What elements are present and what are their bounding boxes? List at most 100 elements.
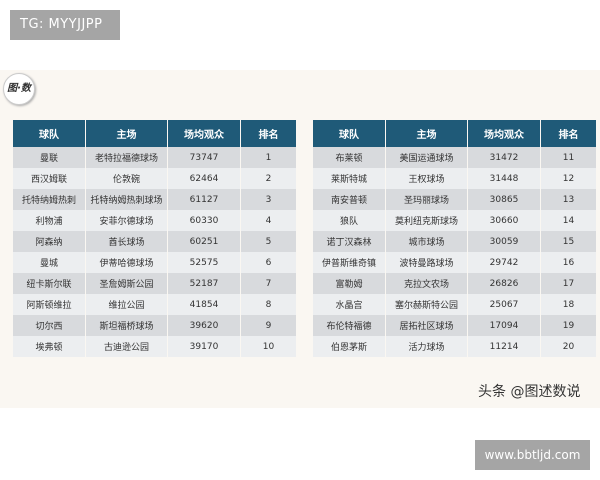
table-row: 阿斯顿维拉 维拉公园 41854 8 (13, 294, 296, 315)
cell-team: 纽卡斯尔联 (13, 273, 85, 294)
cell-team: 布莱顿 (313, 147, 385, 168)
cell-rank: 8 (241, 294, 296, 315)
watermark-label-bottom: www.bbtljd.com (475, 440, 590, 470)
cell-stadium: 活力球场 (386, 336, 467, 357)
cell-stadium: 居拓社区球场 (386, 315, 467, 336)
cell-attendance: 31472 (468, 147, 540, 168)
cell-stadium: 塞尔赫斯特公园 (386, 294, 467, 315)
cell-team: 曼城 (13, 252, 85, 273)
cell-rank: 2 (241, 168, 296, 189)
cell-attendance: 39620 (168, 315, 240, 336)
cell-rank: 9 (241, 315, 296, 336)
cell-team: 莱斯特城 (313, 168, 385, 189)
cell-attendance: 73747 (168, 147, 240, 168)
cell-rank: 15 (541, 231, 596, 252)
header-team: 球队 (13, 120, 85, 147)
attendance-table-left: 球队 主场 场均观众 排名 曼联 老特拉福德球场 73747 1 西汉姆联 伦敦碗 6246… (12, 120, 297, 357)
cell-attendance: 29742 (468, 252, 540, 273)
cell-stadium: 王权球场 (386, 168, 467, 189)
credit-watermark: 头条 @图述数说 (478, 384, 581, 400)
cell-attendance: 30660 (468, 210, 540, 231)
cell-attendance: 25067 (468, 294, 540, 315)
cell-attendance: 52575 (168, 252, 240, 273)
table-row: 阿森纳 酋长球场 60251 5 (13, 231, 296, 252)
cell-rank: 1 (241, 147, 296, 168)
cell-team: 伯恩茅斯 (313, 336, 385, 357)
cell-stadium: 古迪逊公园 (86, 336, 167, 357)
header-stadium: 主场 (386, 120, 467, 147)
cell-rank: 6 (241, 252, 296, 273)
cell-rank: 13 (541, 189, 596, 210)
table-row: 狼队 莫利纽克斯球场 30660 14 (313, 210, 596, 231)
cell-team: 托特纳姆热刺 (13, 189, 85, 210)
cell-rank: 19 (541, 315, 596, 336)
header-team: 球队 (313, 120, 385, 147)
header-rank: 排名 (541, 120, 596, 147)
cell-team: 切尔西 (13, 315, 85, 336)
cell-rank: 17 (541, 273, 596, 294)
cell-team: 曼联 (13, 147, 85, 168)
table-row: 富勒姆 克拉文农场 26826 17 (313, 273, 596, 294)
cell-team: 西汉姆联 (13, 168, 85, 189)
header-attendance: 场均观众 (168, 120, 240, 147)
table-row: 托特纳姆热刺 托特纳姆热刺球场 61127 3 (13, 189, 296, 210)
table-row: 纽卡斯尔联 圣詹姆斯公园 52187 7 (13, 273, 296, 294)
table-row: 曼联 老特拉福德球场 73747 1 (13, 147, 296, 168)
cell-attendance: 30865 (468, 189, 540, 210)
cell-stadium: 圣詹姆斯公园 (86, 273, 167, 294)
logo-badge: 图·数 (3, 73, 35, 105)
cell-attendance: 11214 (468, 336, 540, 357)
cell-team: 埃弗顿 (13, 336, 85, 357)
cell-stadium: 波特曼路球场 (386, 252, 467, 273)
cell-stadium: 托特纳姆热刺球场 (86, 189, 167, 210)
table-row: 西汉姆联 伦敦碗 62464 2 (13, 168, 296, 189)
cell-attendance: 61127 (168, 189, 240, 210)
cell-stadium: 伊蒂哈德球场 (86, 252, 167, 273)
cell-rank: 14 (541, 210, 596, 231)
cell-attendance: 52187 (168, 273, 240, 294)
cell-stadium: 克拉文农场 (386, 273, 467, 294)
cell-rank: 11 (541, 147, 596, 168)
cell-team: 南安普顿 (313, 189, 385, 210)
header-stadium: 主场 (86, 120, 167, 147)
cell-stadium: 美国运通球场 (386, 147, 467, 168)
table-row: 南安普顿 圣玛丽球场 30865 13 (313, 189, 596, 210)
cell-rank: 12 (541, 168, 596, 189)
cell-stadium: 伦敦碗 (86, 168, 167, 189)
cell-rank: 20 (541, 336, 596, 357)
table-row: 水晶宫 塞尔赫斯特公园 25067 18 (313, 294, 596, 315)
cell-stadium: 安菲尔德球场 (86, 210, 167, 231)
cell-rank: 3 (241, 189, 296, 210)
cell-attendance: 62464 (168, 168, 240, 189)
header-attendance: 场均观众 (468, 120, 540, 147)
table-row: 伯恩茅斯 活力球场 11214 20 (313, 336, 596, 357)
header-rank: 排名 (241, 120, 296, 147)
cell-team: 布伦特福德 (313, 315, 385, 336)
cell-team: 利物浦 (13, 210, 85, 231)
cell-stadium: 城市球场 (386, 231, 467, 252)
cell-rank: 18 (541, 294, 596, 315)
table-row: 利物浦 安菲尔德球场 60330 4 (13, 210, 296, 231)
cell-attendance: 60251 (168, 231, 240, 252)
cell-stadium: 酋长球场 (86, 231, 167, 252)
table-row: 诺丁汉森林 城市球场 30059 15 (313, 231, 596, 252)
attendance-table-right: 球队 主场 场均观众 排名 布莱顿 美国运通球场 31472 11 莱斯特城 王权球场 31… (312, 120, 597, 357)
cell-team: 阿森纳 (13, 231, 85, 252)
cell-stadium: 斯坦福桥球场 (86, 315, 167, 336)
table-row: 曼城 伊蒂哈德球场 52575 6 (13, 252, 296, 273)
cell-attendance: 17094 (468, 315, 540, 336)
table-row: 切尔西 斯坦福桥球场 39620 9 (13, 315, 296, 336)
cell-rank: 16 (541, 252, 596, 273)
table-row: 莱斯特城 王权球场 31448 12 (313, 168, 596, 189)
cell-team: 水晶宫 (313, 294, 385, 315)
table-row: 埃弗顿 古迪逊公园 39170 10 (13, 336, 296, 357)
cell-stadium: 老特拉福德球场 (86, 147, 167, 168)
watermark-label-top: TG: MYYJJPP (10, 10, 120, 40)
cell-team: 诺丁汉森林 (313, 231, 385, 252)
cell-rank: 4 (241, 210, 296, 231)
table-row: 布伦特福德 居拓社区球场 17094 19 (313, 315, 596, 336)
cell-stadium: 莫利纽克斯球场 (386, 210, 467, 231)
cell-stadium: 圣玛丽球场 (386, 189, 467, 210)
cell-rank: 5 (241, 231, 296, 252)
cell-attendance: 31448 (468, 168, 540, 189)
